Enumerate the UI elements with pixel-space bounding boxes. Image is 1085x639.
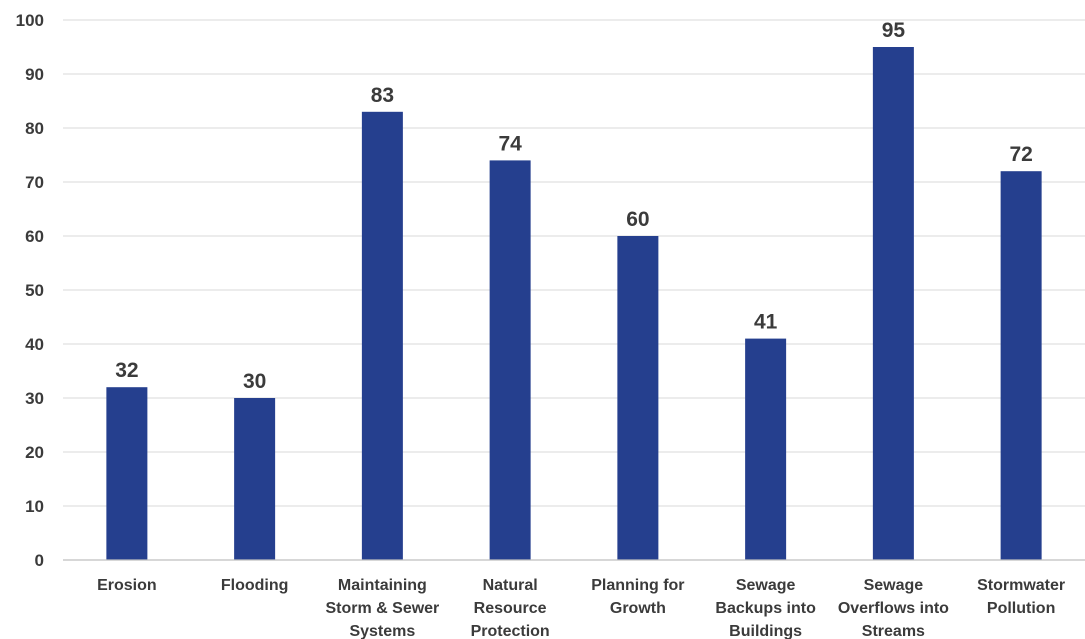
data-label: 74 [498,132,522,155]
category-label-line: Erosion [97,577,157,594]
category-label-line: Maintaining [338,577,427,594]
category-label: Stormwater Pollution [977,577,1065,617]
category-label-line: Systems [349,623,415,639]
y-tick-label: 10 [25,497,44,516]
category-label-line: Storm & Sewer [325,600,439,617]
bar [1000,171,1042,560]
bar [361,111,403,561]
category-label: Planning for Growth [591,577,684,617]
data-label: 83 [371,84,394,107]
category-label-line: Natural [483,577,538,594]
category-label: Erosion [97,577,157,594]
category-label: Sewage Overflows into Streams [838,577,949,639]
data-label: 60 [626,208,649,231]
category-label-line: Backups into [715,600,816,617]
data-label: 95 [882,19,906,42]
bar [617,236,659,560]
category-label-line: Sewage [864,577,924,594]
bar [106,387,148,560]
category-label-line: Protection [471,623,550,639]
gridlines [63,19,1085,507]
category-label-line: Sewage [736,577,796,594]
y-tick-label: 70 [25,173,44,192]
category-label-line: Streams [862,623,925,639]
y-tick-label: 60 [25,227,44,246]
y-tick-label: 90 [25,65,44,84]
category-label-line: Stormwater [977,577,1065,594]
category-label-line: Overflows into [838,600,949,617]
category-label-line: Pollution [987,600,1055,617]
bars [106,47,1042,561]
category-label: Natural Resource Protection [471,577,550,639]
bar [745,338,787,560]
bar [872,47,914,560]
y-axis-tick-labels: 0 10 20 30 40 50 60 70 80 90 100 [16,11,44,570]
data-labels: 32 30 83 74 60 41 95 72 [115,19,1033,393]
data-label: 32 [115,359,138,382]
y-tick-label: 0 [35,551,44,570]
category-label: Flooding [221,577,289,594]
x-axis-category-labels: Erosion Flooding Maintaining Storm & Sewer S… [97,577,1065,639]
data-label: 72 [1009,143,1032,166]
category-label: Sewage Backups into Buildings [715,577,816,639]
data-label: 30 [243,370,266,393]
y-tick-label: 50 [25,281,44,300]
y-tick-label: 40 [25,335,44,354]
category-label-line: Resource [474,600,547,617]
y-tick-label: 80 [25,119,44,138]
data-label: 41 [754,311,778,334]
bar [489,160,531,560]
y-tick-label: 100 [16,11,44,30]
category-label-line: Flooding [221,577,289,594]
category-label: Maintaining Storm & Sewer Systems [325,577,439,639]
y-tick-label: 30 [25,389,44,408]
category-label-line: Buildings [729,623,802,639]
bar [234,398,276,560]
y-tick-label: 20 [25,443,44,462]
category-label-line: Growth [610,600,666,617]
category-label-line: Planning for [591,577,684,594]
